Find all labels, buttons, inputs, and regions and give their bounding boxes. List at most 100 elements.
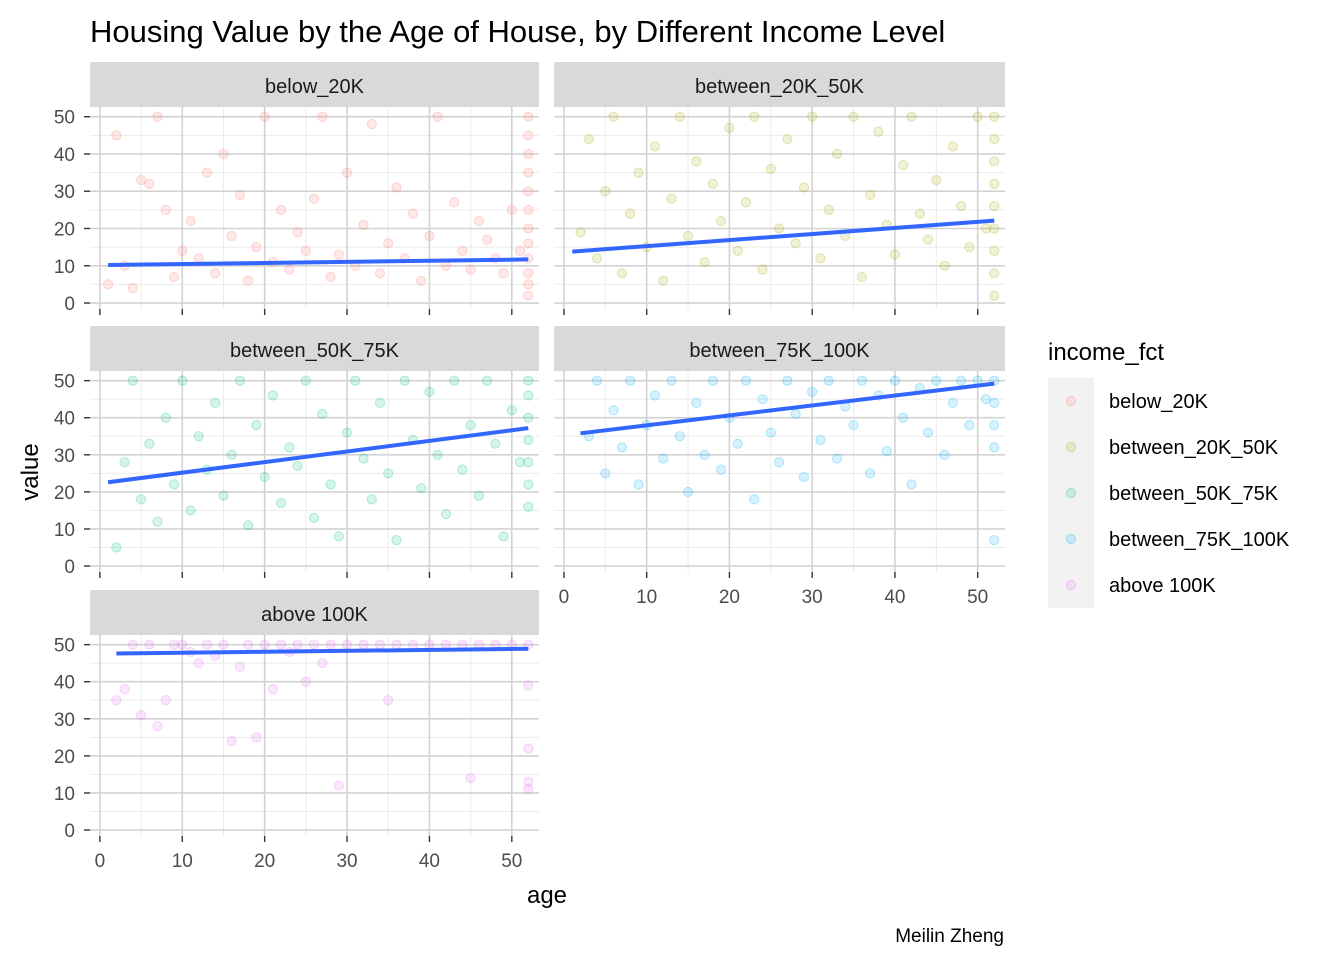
y-tick-label: 10 [54,784,75,805]
data-point [473,490,484,501]
chart-title: Housing Value by the Age of House, by Di… [90,14,945,49]
data-point [989,397,1000,408]
data-point [391,182,402,193]
data-point [989,133,1000,145]
data-point [523,238,534,249]
data-point [276,497,287,509]
data-point [168,639,180,650]
data-point [185,215,196,227]
data-point [341,639,353,650]
data-point [865,468,876,479]
data-point [732,245,743,256]
facet-strip [554,62,1005,107]
x-tick-label: 40 [419,851,440,872]
data-point [366,119,377,130]
trend-line [107,426,529,485]
data-point [608,111,619,122]
data-point [881,446,892,457]
data-point [823,204,834,215]
data-point [807,386,818,397]
data-point [234,661,246,672]
data-point [616,268,627,279]
data-point [374,268,386,279]
data-point [325,639,336,650]
data-point [391,535,402,546]
data-point [823,375,834,386]
data-point [119,457,130,468]
data-point [416,275,427,286]
data-point [674,431,685,442]
data-point [465,264,476,275]
data-point [523,457,534,468]
data-point [906,111,917,122]
legend-label: above 100K [1109,575,1216,597]
data-point [749,111,760,122]
facet-strip-label: between_50K_75K [230,340,400,362]
data-point [325,479,336,490]
y-tick-label: 20 [54,219,75,240]
data-point [898,412,909,423]
legend-title: income_fct [1048,339,1164,366]
x-tick-label: 10 [172,851,193,872]
data-point [399,375,410,386]
panel-background [90,107,539,309]
data-point [798,182,810,193]
data-point [523,223,534,234]
x-tick-label: 30 [802,587,823,608]
x-tick-label: 10 [636,587,657,608]
legend-key [1065,395,1077,407]
trend-line [116,646,529,656]
data-point [523,130,534,141]
data-point [856,375,867,386]
data-point [284,264,295,275]
y-tick-label: 50 [54,372,75,393]
data-point [699,256,710,268]
panel-background [554,107,1005,309]
legend-key-background [1048,378,1094,608]
data-point [591,375,603,386]
data-point [234,375,246,386]
data-point [815,253,826,264]
data-point [666,193,677,204]
data-point [939,260,950,271]
data-point [691,397,702,408]
data-point [465,773,476,784]
data-point [989,245,1000,256]
x-tick-label: 0 [95,851,106,872]
legend-key [1065,441,1077,453]
data-point [144,178,155,189]
y-tick-label: 30 [54,446,75,467]
data-point [523,290,534,301]
data-point [449,197,460,208]
data-point [177,639,188,650]
data-point [374,639,386,650]
data-point [424,230,435,242]
y-tick-label: 40 [54,409,75,430]
data-point [523,680,534,691]
data-point [506,405,517,416]
data-point [980,394,992,405]
data-point [308,639,320,650]
y-tick-label: 10 [54,520,75,541]
data-point [317,408,328,420]
data-point [358,453,369,464]
data-point [831,453,843,464]
data-point [292,460,303,472]
data-point [259,111,270,122]
data-point [906,479,917,490]
legend-label: below_20K [1109,391,1209,413]
legend-key [1065,487,1077,499]
data-point [964,242,975,253]
data-point [782,133,793,145]
data-point [325,271,336,283]
y-tick-label: 0 [64,557,75,578]
facet-panel: above 100K 0 10 20 30 40 50 0 10 20 30 40 50 [54,590,539,872]
data-point [931,174,942,186]
data-point [674,111,685,122]
facet-panel: between_20K_50K [554,62,1005,315]
data-point [135,710,147,721]
data-point [740,375,752,386]
data-point [922,427,934,438]
data-point [773,457,785,468]
facet-strip [554,326,1005,371]
